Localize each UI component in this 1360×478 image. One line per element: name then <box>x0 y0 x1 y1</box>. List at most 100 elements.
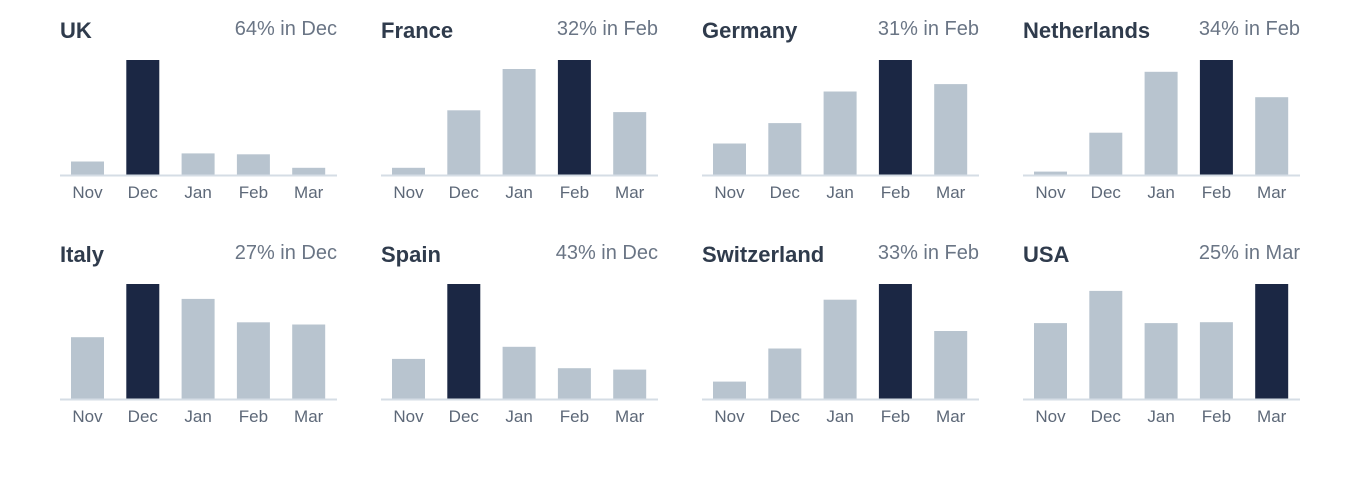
x-tick-label: Jan <box>826 407 853 426</box>
chart-panel-germany: Germany 31% in Feb Nov Dec Jan Feb Mar <box>702 0 979 202</box>
bar-feb <box>236 322 270 399</box>
bar-feb <box>557 368 591 399</box>
x-tick-label: Dec <box>1091 407 1122 426</box>
bar-jan <box>1144 71 1178 175</box>
x-tick-label: Mar <box>615 407 645 426</box>
bar-chart-spain: Nov Dec Jan Feb Mar <box>381 284 658 426</box>
x-tick-label: Feb <box>239 407 268 426</box>
bar-nov <box>1034 323 1067 399</box>
bar-mar <box>1255 97 1289 175</box>
x-tick-label: Mar <box>615 183 645 202</box>
x-tick-label: Dec <box>449 183 480 202</box>
x-tick-label: Nov <box>393 407 424 426</box>
bar-chart-netherlands: Nov Dec Jan Feb Mar <box>1023 60 1300 202</box>
x-tick-label: Mar <box>294 183 324 202</box>
panel-title: Netherlands <box>1023 18 1151 43</box>
panel-title: Switzerland <box>702 242 825 267</box>
chart-panel-italy: Italy 27% in Dec Nov Dec Jan Feb Mar <box>60 224 337 426</box>
x-tick-label: Jan <box>505 183 532 202</box>
x-tick-label: Feb <box>560 183 589 202</box>
x-tick-label: Feb <box>881 407 910 426</box>
bar-jan <box>181 153 215 175</box>
x-tick-label: Feb <box>1202 183 1231 202</box>
panel-peak-label: 33% in Feb <box>877 242 979 264</box>
bar-nov <box>713 143 746 175</box>
x-tick-label: Feb <box>881 183 910 202</box>
x-tick-label: Nov <box>72 407 103 426</box>
bar-chart-germany: Nov Dec Jan Feb Mar <box>702 60 979 202</box>
bar-feb <box>1199 60 1233 175</box>
x-tick-label: Nov <box>72 183 103 202</box>
x-tick-label: Feb <box>560 407 589 426</box>
bar-dec <box>1089 132 1123 175</box>
bar-feb <box>557 60 591 175</box>
panel-peak-label: 27% in Dec <box>234 242 337 264</box>
bar-mar <box>613 112 647 175</box>
bar-jan <box>1144 323 1178 399</box>
x-tick-label: Mar <box>1257 407 1287 426</box>
bar-jan <box>823 299 857 399</box>
bar-feb <box>878 60 912 175</box>
panel-title: Germany <box>702 18 798 43</box>
bar-chart-uk: Nov Dec Jan Feb Mar <box>60 60 337 202</box>
panel-peak-label: 25% in Mar <box>1198 242 1300 264</box>
bar-dec <box>126 284 160 399</box>
panel-title: Italy <box>60 242 105 267</box>
bar-dec <box>768 123 802 175</box>
x-tick-label: Nov <box>1035 407 1066 426</box>
panel-peak-label: 32% in Feb <box>556 18 658 40</box>
bar-nov <box>71 337 104 399</box>
bar-chart-usa: Nov Dec Jan Feb Mar <box>1023 284 1300 426</box>
x-tick-label: Dec <box>1091 183 1122 202</box>
panel-peak-label: 43% in Dec <box>555 242 658 264</box>
x-tick-label: Nov <box>393 183 424 202</box>
x-tick-label: Nov <box>714 183 745 202</box>
x-tick-label: Mar <box>936 183 966 202</box>
bar-mar <box>934 84 968 175</box>
x-tick-label: Nov <box>714 407 745 426</box>
bar-chart-france: Nov Dec Jan Feb Mar <box>381 60 658 202</box>
bar-mar <box>292 324 326 399</box>
bar-mar <box>1255 284 1289 399</box>
bar-dec <box>768 348 802 399</box>
panel-title: UK <box>60 18 92 43</box>
chart-panel-switzerland: Switzerland 33% in Feb Nov Dec Jan Feb Mar <box>702 224 979 426</box>
bar-mar <box>292 167 326 175</box>
bar-feb <box>878 284 912 399</box>
x-tick-label: Jan <box>1147 183 1174 202</box>
panel-peak-label: 31% in Feb <box>877 18 979 40</box>
x-tick-label: Nov <box>1035 183 1066 202</box>
bar-jan <box>502 346 536 399</box>
bar-nov <box>1034 171 1067 175</box>
x-tick-label: Jan <box>184 183 211 202</box>
bar-chart-italy: Nov Dec Jan Feb Mar <box>60 284 337 426</box>
x-tick-label: Feb <box>1202 407 1231 426</box>
chart-panel-usa: USA 25% in Mar Nov Dec Jan Feb Mar <box>1023 224 1300 426</box>
bar-chart-switzerland: Nov Dec Jan Feb Mar <box>702 284 979 426</box>
bar-jan <box>181 298 215 399</box>
x-tick-label: Jan <box>1147 407 1174 426</box>
bar-nov <box>392 358 425 399</box>
bar-jan <box>502 69 536 175</box>
x-tick-label: Dec <box>128 407 159 426</box>
bar-nov <box>392 167 425 175</box>
bar-feb <box>1199 322 1233 399</box>
bar-feb <box>236 154 270 175</box>
x-tick-label: Mar <box>936 407 966 426</box>
x-tick-label: Jan <box>184 407 211 426</box>
bar-mar <box>613 369 647 399</box>
chart-panel-france: France 32% in Feb Nov Dec Jan Feb Mar <box>381 0 658 202</box>
bar-dec <box>1089 290 1123 399</box>
x-tick-label: Dec <box>449 407 480 426</box>
bar-nov <box>713 381 746 399</box>
bar-jan <box>823 91 857 175</box>
bar-dec <box>447 284 481 399</box>
x-tick-label: Mar <box>294 407 324 426</box>
panel-title: Spain <box>381 242 441 267</box>
panel-peak-label: 34% in Feb <box>1198 18 1300 40</box>
panel-title: USA <box>1023 242 1070 267</box>
x-tick-label: Feb <box>239 183 268 202</box>
x-tick-label: Dec <box>128 183 159 202</box>
x-tick-label: Dec <box>770 183 801 202</box>
x-tick-label: Dec <box>770 407 801 426</box>
